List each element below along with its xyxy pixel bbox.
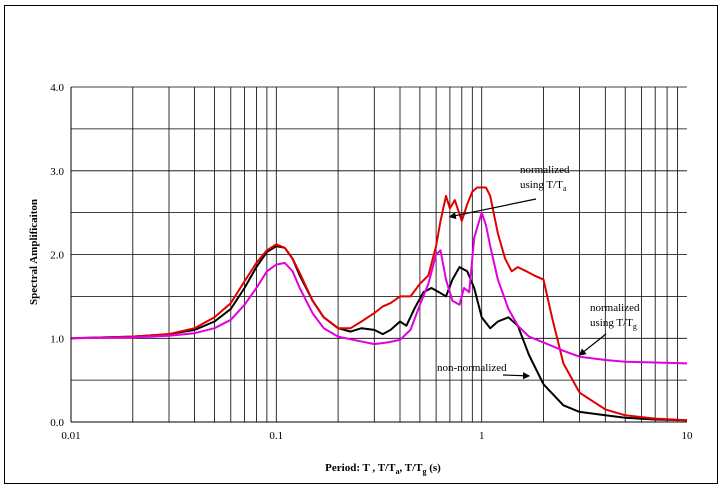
y-axis-label: Spectral Amplificaiton (28, 199, 40, 305)
annotation-arrow-non-normalized (502, 372, 531, 380)
annotation-arrow-normalized-a (448, 198, 537, 220)
y-tick-label: 3.0 (50, 166, 64, 178)
x-tick-label: 0.1 (269, 430, 283, 442)
series-line-non-normalized (70, 245, 688, 422)
annotation-non-normalized: non-normalized (437, 362, 507, 374)
annotation-normalized-g: normalized using T/Tg (590, 302, 640, 331)
y-tick-label: 4.0 (50, 82, 64, 94)
chart-axes (70, 87, 687, 423)
annotation-normalized-a: normalized using T/Ta (520, 164, 570, 193)
series-line-normalized-a (70, 186, 688, 422)
x-tick-label: 0.01 (61, 430, 80, 442)
x-axis-label: Period: T , T/Ta, T/Tg (s) (325, 462, 441, 476)
y-tick-label: 0.0 (50, 417, 64, 429)
y-tick-label: 2.0 (50, 250, 64, 262)
annotation-arrow-normalized-g (578, 333, 607, 356)
x-tick-label: 10 (682, 430, 694, 442)
chart-grid (70, 86, 687, 423)
x-tick-label: 1 (479, 430, 485, 442)
chart-annotations: normalized using T/Ta normalized using T/Tg… (437, 164, 640, 380)
chart-ticks: 0.01 0.1 1 10 0.0 1.0 2.0 3.0 4.0 (50, 82, 693, 442)
series-line-normalized-g (70, 211, 688, 365)
chart-series (70, 186, 688, 422)
y-tick-label: 1.0 (50, 333, 64, 345)
